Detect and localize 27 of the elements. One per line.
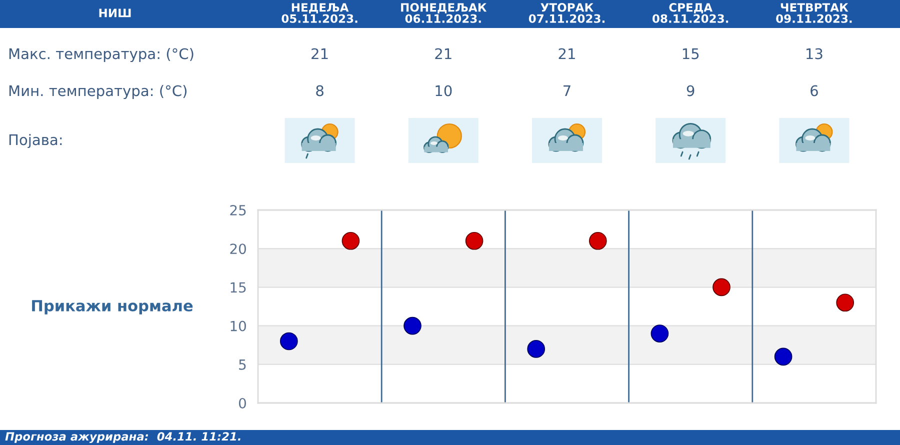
data-label: 21 [558,48,575,60]
text: СРЕДА 08.11.2023. [652,3,728,23]
text: Прогноза ажурирана: 04.11. 11:21. [5,432,240,444]
y-tick-label: 5 [239,360,246,370]
data-label: 13 [806,48,822,60]
text: Прикажи нормале [32,300,193,314]
text: Мин. температура: (°C) [9,84,187,100]
text: Макс. температура: (°C) [9,48,194,62]
data-label: 8 [316,85,324,96]
y-tick-label: 20 [230,244,246,254]
data-label: 15 [682,48,699,60]
text: НЕДЕЉА 05.11.2023. [282,3,358,23]
data-label: 7 [564,85,570,96]
text: УТОРАК 07.11.2023. [528,3,604,23]
data-label: 9 [686,85,694,96]
y-tick-label: 0 [238,398,246,408]
y-tick-label: 10 [230,320,246,332]
data-label: 21 [312,48,328,60]
y-tick-label: 25 [230,204,246,216]
text: Појава: [9,134,62,148]
text: НИШ [99,8,131,18]
text: ПОНЕДЕЉАК 06.11.2023. [401,3,487,23]
text: ЧЕТВРТАК 09.11.2023. [776,3,852,23]
y-tick-label: 15 [230,282,246,293]
data-label: 10 [436,85,452,96]
data-label: 6 [810,85,818,96]
data-label: 21 [435,48,452,60]
